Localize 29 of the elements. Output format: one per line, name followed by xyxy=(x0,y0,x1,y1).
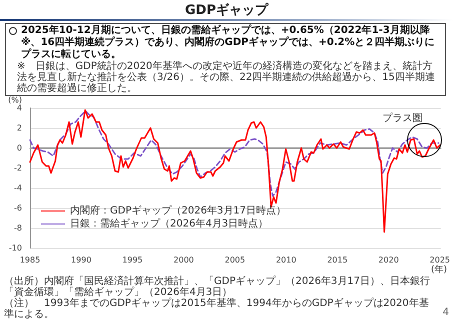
x-tick-label: 2010 xyxy=(276,256,296,264)
y-tick-label: 2 xyxy=(16,124,22,132)
chart-subtitle: 2025年10-12月期について、日銀の需給ギャップでは、+0.65%（2022年1-3月期以降※、16四半期連続プラス）であり、内閣府のGDPギャップでは、+0.2%と２四半期ぶりにプラスに転じている。 xyxy=(21,25,436,60)
y-tick-label: 0 xyxy=(16,144,22,152)
y-tick-label: -2 xyxy=(14,164,22,172)
text: （注） 1993年までのGDPギャップは2015年基準、1994年からのGDPギャップは2020年基準による。 xyxy=(4,298,430,320)
text: ※ 日銀は、GDP統計の2020年基準への改定や近年の経済構造の変化などを踏まえ、統計方法を見直し新たな推計を公表（3/26）。その際、22四半期連続の供給超過から、15四半期連続の需要超過に修正した。 xyxy=(16,61,436,94)
x-tick-label: 2025 xyxy=(430,256,450,264)
y-tick-label: 4 xyxy=(16,104,22,112)
chart-title: GDPギャップ xyxy=(184,2,270,19)
x-tick-label: 2015 xyxy=(327,256,348,264)
x-tick-label: 1985 xyxy=(20,256,40,264)
x-tick-label: 2000 xyxy=(174,256,194,264)
annotation: プラス圏 xyxy=(382,112,422,125)
x-tick-label: 2020 xyxy=(378,256,399,264)
legend-label: 内閣府：GDPギャップ（2026年3月17日時点） xyxy=(70,204,286,216)
legend-label: 日銀：需給ギャップ（2026年4月3日時点） xyxy=(70,218,268,230)
y-tick-label: -4 xyxy=(14,184,22,192)
y-axis-title: (%) xyxy=(8,96,22,104)
x-tick-label: 2005 xyxy=(224,256,246,264)
text: （出所）内閣府「国民経済計算年次推計」、「GDPギャップ」（2026年3月17日）、日本銀行「資金循環」「需給ギャップ」（2026年4月3日） xyxy=(4,276,432,298)
line-series xyxy=(29,109,441,233)
text: 4 xyxy=(442,307,449,318)
y-tick-label: -8 xyxy=(14,224,22,232)
y-tick-label: -10 xyxy=(8,244,22,252)
x-tick-label: 1995 xyxy=(122,256,143,264)
x-tick-label: 1990 xyxy=(71,256,92,264)
x-axis-title: (年) xyxy=(430,264,447,276)
y-tick-label: -6 xyxy=(14,204,22,212)
